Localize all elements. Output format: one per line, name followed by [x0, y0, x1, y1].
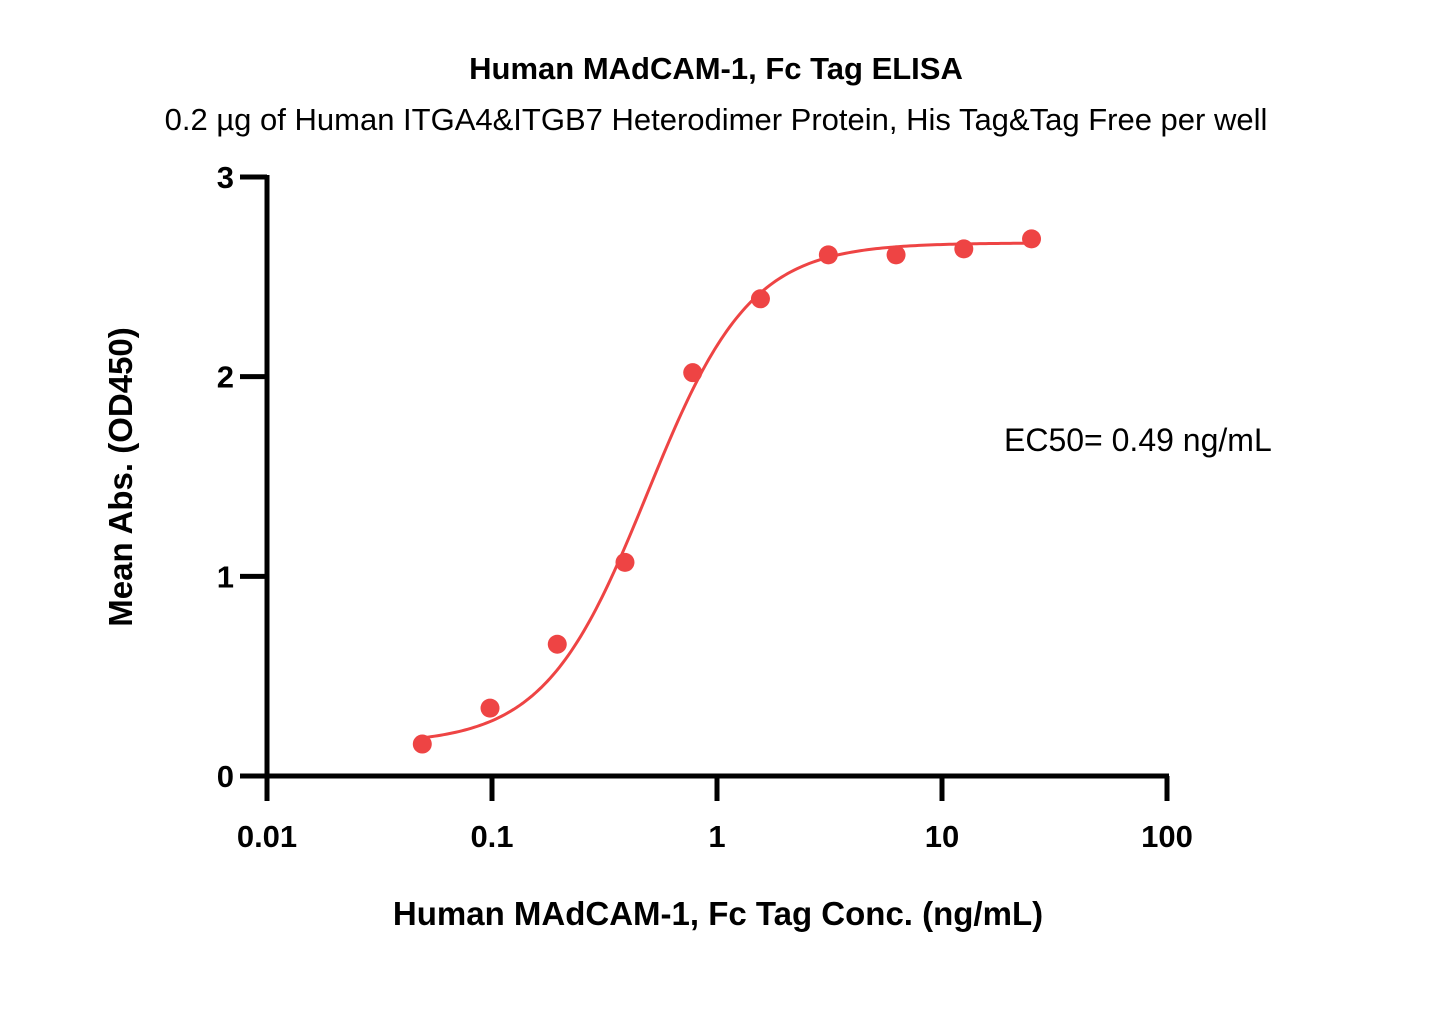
- fit-curve: [422, 241, 1032, 740]
- data-point: [547, 634, 567, 654]
- x-axis-label: Human MAdCAM-1, Fc Tag Conc. (ng/mL): [393, 895, 1043, 932]
- data-point: [818, 245, 838, 265]
- x-tick-label: 0.1: [470, 819, 513, 854]
- data-point: [750, 289, 770, 309]
- y-axis: 0 1 2 3: [217, 160, 270, 794]
- x-tick-label: 1: [708, 819, 725, 854]
- x-tick-label: 10: [925, 819, 959, 854]
- y-tick-label: 0: [217, 759, 234, 794]
- data-point: [480, 698, 500, 718]
- data-point: [412, 734, 432, 754]
- data-point: [683, 363, 703, 383]
- y-tick-label: 1: [217, 559, 234, 594]
- data-point: [954, 239, 974, 259]
- data-point: [615, 552, 635, 572]
- x-tick-label: 100: [1141, 819, 1193, 854]
- x-axis: 0.01 0.1 1 10 100: [237, 773, 1193, 854]
- data-points: [412, 229, 1042, 754]
- chart-subtitle: 0.2 µg of Human ITGA4&ITGB7 Heterodimer …: [165, 102, 1268, 137]
- y-tick-label: 2: [217, 360, 234, 395]
- y-tick-label: 3: [217, 160, 234, 195]
- x-tick-label: 0.01: [237, 819, 297, 854]
- chart-title: Human MAdCAM-1, Fc Tag ELISA: [469, 51, 963, 86]
- y-axis-label: Mean Abs. (OD450): [102, 327, 139, 627]
- ec50-annotation: EC50= 0.49 ng/mL: [1004, 422, 1272, 458]
- data-point: [886, 245, 906, 265]
- data-point: [1022, 229, 1042, 249]
